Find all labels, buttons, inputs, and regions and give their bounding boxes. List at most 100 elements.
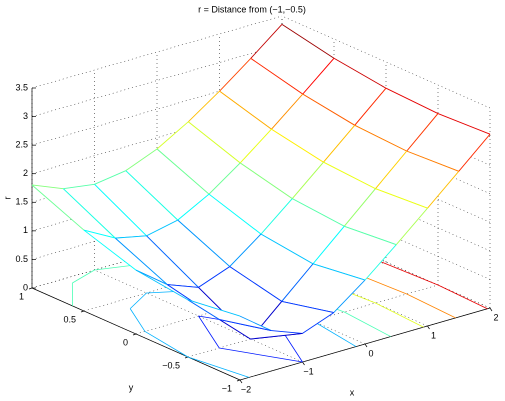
grid-line bbox=[187, 284, 439, 358]
mesh-edge bbox=[219, 58, 252, 92]
mesh-edge bbox=[125, 170, 179, 221]
mesh-edge bbox=[125, 148, 158, 172]
mesh-edge bbox=[239, 162, 293, 200]
x-tick bbox=[239, 379, 243, 384]
x-tick-label: 1 bbox=[431, 330, 436, 340]
mesh-edge bbox=[271, 93, 304, 130]
x-tick-label: 0 bbox=[368, 348, 373, 358]
grid-line bbox=[31, 15, 283, 89]
contour bbox=[198, 315, 303, 363]
contour bbox=[219, 233, 456, 319]
mesh-edge bbox=[62, 188, 116, 239]
mesh-face bbox=[146, 220, 230, 288]
mesh-edge bbox=[302, 312, 334, 334]
mesh-edge bbox=[219, 318, 272, 332]
z-axis-label: r bbox=[2, 197, 12, 200]
z-tick-label: 0.5 bbox=[15, 254, 28, 264]
mesh-edge bbox=[281, 263, 314, 302]
mesh-face bbox=[271, 94, 355, 163]
mesh-face bbox=[94, 170, 178, 236]
mesh-face bbox=[250, 301, 334, 339]
y-tick-label: 1 bbox=[19, 291, 24, 301]
mesh-edge bbox=[187, 299, 220, 320]
mesh-edge bbox=[229, 266, 283, 302]
mesh-edge bbox=[31, 184, 85, 231]
z-tick-label: 3.5 bbox=[15, 82, 28, 92]
mesh-edge bbox=[344, 225, 397, 246]
mesh-edge bbox=[239, 315, 272, 332]
y-tick-label: −0.5 bbox=[162, 360, 180, 370]
mesh-edge bbox=[187, 121, 241, 164]
mesh-edge bbox=[135, 269, 168, 286]
z-tick-label: 1.5 bbox=[15, 197, 28, 207]
x-axis-label: x bbox=[350, 387, 355, 397]
mesh-edge bbox=[385, 87, 439, 114]
mesh-edge bbox=[343, 188, 376, 227]
mesh-edge bbox=[239, 128, 272, 164]
mesh-face bbox=[32, 184, 116, 239]
mesh-face bbox=[302, 58, 386, 126]
mesh-edge bbox=[156, 148, 210, 195]
mesh-face bbox=[84, 230, 168, 285]
mesh-edge bbox=[281, 23, 335, 59]
mesh-edge bbox=[312, 263, 366, 281]
mesh-edge bbox=[354, 124, 407, 152]
mesh-edge bbox=[115, 235, 147, 239]
x-tick bbox=[427, 325, 430, 330]
y-axis-label: y bbox=[129, 382, 134, 392]
x-tick bbox=[302, 361, 305, 366]
mesh-edge bbox=[219, 90, 272, 130]
z-tick-label: 0 bbox=[23, 282, 28, 292]
mesh-edge bbox=[229, 233, 262, 267]
mesh-edge bbox=[198, 266, 230, 288]
z-tick-label: 1 bbox=[23, 225, 28, 235]
y-tick-label: 0 bbox=[123, 337, 128, 347]
mesh-face bbox=[406, 113, 490, 172]
chart-title: r = Distance from (−1,−0.5) bbox=[198, 4, 306, 14]
mesh-edge bbox=[364, 244, 397, 281]
mesh-edge bbox=[406, 113, 439, 152]
mesh-edge bbox=[323, 161, 376, 190]
mesh-edge bbox=[94, 183, 147, 237]
mesh-face bbox=[157, 121, 241, 195]
mesh-edge bbox=[271, 330, 303, 334]
mesh-edge bbox=[146, 235, 199, 288]
y-tick-label: 0.5 bbox=[63, 314, 76, 324]
mesh-edge bbox=[427, 171, 460, 209]
mesh-edge bbox=[63, 183, 95, 190]
mesh-edge bbox=[146, 219, 178, 237]
contour bbox=[256, 222, 488, 310]
mesh-face bbox=[177, 194, 261, 267]
mesh-edge bbox=[250, 332, 303, 340]
mesh-face bbox=[261, 198, 345, 264]
mesh-face bbox=[375, 151, 459, 209]
mesh-edge bbox=[219, 319, 251, 340]
mesh-edge bbox=[177, 219, 231, 267]
mesh-edge bbox=[458, 133, 491, 172]
mesh-edge bbox=[187, 299, 241, 317]
mesh-face bbox=[198, 266, 282, 339]
mesh-face bbox=[250, 24, 334, 95]
mesh-edge bbox=[208, 162, 241, 195]
mesh-edge bbox=[177, 193, 210, 221]
mesh-face bbox=[219, 58, 303, 130]
mesh-edge bbox=[333, 57, 387, 89]
mesh-edge bbox=[167, 284, 199, 288]
x-tick-label: 2 bbox=[493, 312, 498, 322]
x-tick bbox=[489, 307, 493, 312]
mesh-face bbox=[63, 184, 147, 239]
mesh-edge bbox=[406, 150, 459, 172]
y-tick-label: −1 bbox=[222, 383, 232, 393]
mesh-edge bbox=[375, 150, 408, 190]
mesh-face bbox=[188, 91, 272, 163]
grid-line bbox=[31, 44, 283, 117]
mesh-face bbox=[240, 129, 324, 199]
mesh-face bbox=[313, 226, 397, 281]
x-tick bbox=[364, 343, 368, 348]
y-tick bbox=[132, 333, 137, 336]
mesh-edge bbox=[250, 58, 304, 95]
mesh-edge bbox=[114, 237, 168, 285]
mesh-edge bbox=[437, 113, 491, 135]
mesh-edge bbox=[354, 87, 387, 126]
